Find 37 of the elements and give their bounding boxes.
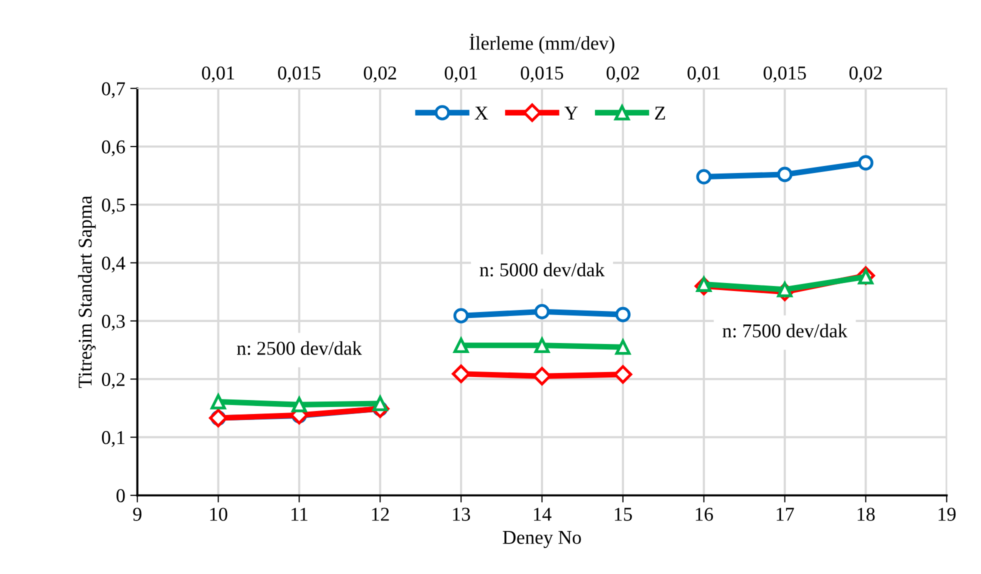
text: 0,015 <box>520 66 564 82</box>
text: 0,01 <box>688 66 720 82</box>
y-tick-label: 0,3 <box>102 314 125 331</box>
y-tick-label: 0 <box>116 489 125 502</box>
y-tick-label: 0,4 <box>102 256 126 273</box>
y-tick-label: 0,5 <box>102 198 125 214</box>
annotation: n: 2500 dev/dak <box>237 341 362 355</box>
x-tick-label: 17 <box>776 508 794 521</box>
x-tick-label: 11 <box>292 508 308 521</box>
x-tick-label: 9 <box>133 508 142 521</box>
legend-label: X <box>474 106 488 120</box>
annotation: n: 7500 dev/dak <box>722 324 848 338</box>
legend-label: Y <box>564 106 578 120</box>
text: 0,02 <box>364 66 396 82</box>
text: 0,01 <box>202 66 234 82</box>
legend-label: Z <box>655 106 665 120</box>
y-tick-label: 0,7 <box>102 82 125 98</box>
x-axis-title: Deney No <box>502 531 581 548</box>
text: 0,02 <box>849 66 882 82</box>
x-tick-label: 18 <box>858 508 875 521</box>
annotation: n: 5000 dev/dak <box>480 262 605 276</box>
y-tick-label: 0,6 <box>102 140 125 156</box>
x2-axis-title: İlerleme (mm/dev) <box>470 34 614 54</box>
x-tick-label: 10 <box>210 508 228 521</box>
x-tick-label: 16 <box>696 508 714 521</box>
y-tick-label: 0,2 <box>102 372 124 389</box>
x-tick-label: 15 <box>614 508 632 521</box>
text: 0,015 <box>764 66 806 82</box>
x-tick-label: 12 <box>372 508 389 521</box>
text: 0,015 <box>278 66 320 82</box>
x-tick-label: 13 <box>453 508 470 521</box>
text: 0,01 <box>444 66 477 82</box>
y-tick-label: 0,1 <box>102 431 124 447</box>
x-tick-label: 14 <box>534 508 552 521</box>
x-tick-label: 19 <box>938 508 956 521</box>
y-axis-title: Titreşim Standart Sapma <box>78 196 96 388</box>
text: 0,02 <box>606 66 639 82</box>
